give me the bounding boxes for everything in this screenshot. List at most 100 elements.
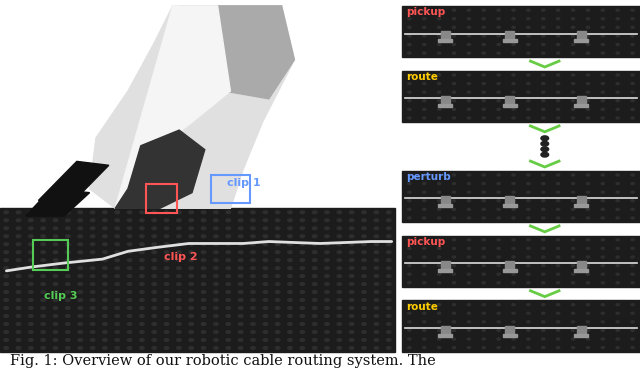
Circle shape bbox=[66, 243, 70, 246]
Circle shape bbox=[512, 91, 515, 93]
Circle shape bbox=[497, 43, 500, 45]
Circle shape bbox=[572, 312, 575, 314]
Circle shape bbox=[452, 304, 456, 306]
Circle shape bbox=[616, 35, 620, 37]
Circle shape bbox=[512, 282, 515, 284]
Circle shape bbox=[572, 74, 575, 76]
Circle shape bbox=[512, 200, 515, 202]
Circle shape bbox=[631, 100, 634, 102]
Circle shape bbox=[226, 283, 230, 285]
Circle shape bbox=[152, 291, 157, 293]
Circle shape bbox=[512, 321, 515, 323]
Circle shape bbox=[527, 200, 530, 202]
Circle shape bbox=[288, 346, 292, 349]
Polygon shape bbox=[115, 130, 205, 208]
Bar bbox=[502, 269, 516, 272]
Circle shape bbox=[324, 346, 329, 349]
Circle shape bbox=[238, 251, 243, 253]
Circle shape bbox=[374, 275, 379, 278]
Circle shape bbox=[300, 251, 305, 253]
Circle shape bbox=[572, 191, 575, 193]
Circle shape bbox=[102, 251, 107, 253]
Circle shape bbox=[337, 267, 342, 269]
Bar bbox=[438, 334, 452, 337]
Circle shape bbox=[202, 339, 206, 341]
Bar bbox=[505, 261, 514, 270]
Circle shape bbox=[616, 256, 620, 258]
Circle shape bbox=[263, 323, 268, 325]
Circle shape bbox=[29, 259, 33, 262]
Circle shape bbox=[422, 282, 426, 284]
Circle shape bbox=[408, 256, 411, 258]
Circle shape bbox=[337, 299, 342, 301]
Bar bbox=[502, 39, 516, 42]
Circle shape bbox=[251, 219, 255, 222]
Circle shape bbox=[127, 283, 132, 285]
Circle shape bbox=[202, 283, 206, 285]
Circle shape bbox=[601, 217, 604, 219]
Circle shape bbox=[66, 307, 70, 309]
Circle shape bbox=[557, 256, 560, 258]
Circle shape bbox=[90, 307, 95, 309]
Circle shape bbox=[214, 227, 218, 230]
Circle shape bbox=[616, 312, 620, 314]
Circle shape bbox=[115, 219, 120, 222]
Circle shape bbox=[53, 307, 58, 309]
Circle shape bbox=[482, 91, 485, 93]
Circle shape bbox=[541, 83, 545, 84]
Circle shape bbox=[586, 52, 589, 54]
Circle shape bbox=[53, 227, 58, 230]
Circle shape bbox=[90, 211, 95, 213]
Circle shape bbox=[53, 339, 58, 341]
Circle shape bbox=[127, 323, 132, 325]
Circle shape bbox=[374, 267, 379, 269]
Circle shape bbox=[164, 211, 169, 213]
Circle shape bbox=[41, 323, 45, 325]
Circle shape bbox=[616, 83, 620, 84]
Circle shape bbox=[251, 291, 255, 293]
Circle shape bbox=[115, 227, 120, 230]
Circle shape bbox=[4, 267, 8, 269]
Circle shape bbox=[374, 251, 379, 253]
Circle shape bbox=[41, 219, 45, 222]
Circle shape bbox=[422, 338, 426, 340]
Circle shape bbox=[512, 265, 515, 267]
Circle shape bbox=[616, 100, 620, 102]
Circle shape bbox=[189, 339, 193, 341]
Circle shape bbox=[140, 243, 144, 246]
Circle shape bbox=[527, 321, 530, 323]
Bar bbox=[574, 39, 588, 42]
Circle shape bbox=[631, 9, 634, 11]
Circle shape bbox=[452, 91, 456, 93]
Circle shape bbox=[438, 217, 441, 219]
Circle shape bbox=[438, 200, 441, 202]
Circle shape bbox=[300, 243, 305, 246]
Bar bbox=[402, 171, 640, 222]
Circle shape bbox=[616, 304, 620, 306]
Circle shape bbox=[572, 256, 575, 258]
Circle shape bbox=[275, 283, 280, 285]
Circle shape bbox=[66, 346, 70, 349]
Circle shape bbox=[189, 275, 193, 278]
Circle shape bbox=[438, 330, 441, 332]
Circle shape bbox=[41, 291, 45, 293]
Circle shape bbox=[312, 283, 317, 285]
Bar bbox=[441, 261, 450, 270]
Circle shape bbox=[226, 211, 230, 213]
Circle shape bbox=[527, 91, 530, 93]
Circle shape bbox=[527, 208, 530, 210]
Circle shape bbox=[557, 183, 560, 185]
Circle shape bbox=[586, 91, 589, 93]
Circle shape bbox=[66, 315, 70, 317]
Circle shape bbox=[115, 235, 120, 238]
Bar bbox=[211, 175, 250, 203]
Circle shape bbox=[527, 9, 530, 11]
Circle shape bbox=[226, 259, 230, 262]
Circle shape bbox=[467, 183, 470, 185]
Circle shape bbox=[115, 267, 120, 269]
Text: clip 3: clip 3 bbox=[44, 291, 77, 301]
Circle shape bbox=[226, 346, 230, 349]
Circle shape bbox=[189, 315, 193, 317]
Circle shape bbox=[408, 273, 411, 275]
Circle shape bbox=[288, 219, 292, 222]
